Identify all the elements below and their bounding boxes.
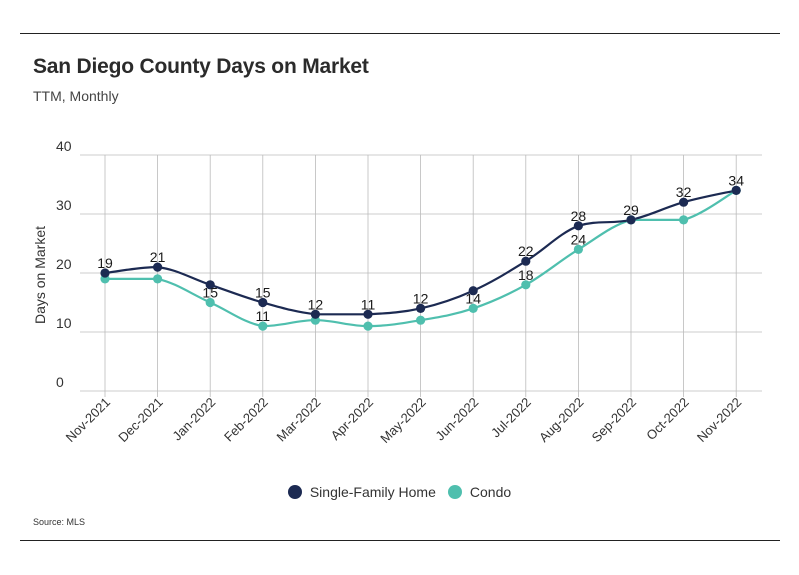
data-label-single_family: 28 <box>571 208 587 224</box>
data-label-single_family: 21 <box>150 249 166 265</box>
x-tick-label: Nov-2022 <box>694 395 744 445</box>
legend-item-condo[interactable]: Condo <box>447 484 512 500</box>
x-tick-label: Aug-2022 <box>536 395 586 445</box>
x-tick-label: Sep-2022 <box>589 395 639 445</box>
x-tick-label: Jun-2022 <box>432 395 481 444</box>
data-label-single_family: 22 <box>518 243 534 259</box>
point-single_family <box>731 185 741 195</box>
y-tick-label: 0 <box>56 374 64 390</box>
y-tick-label: 20 <box>56 256 72 272</box>
y-tick-label: 30 <box>56 197 72 213</box>
point-condo <box>521 280 531 290</box>
x-tick-label: Feb-2022 <box>221 395 271 445</box>
data-label-condo: 18 <box>518 267 534 283</box>
point-condo <box>205 297 215 308</box>
point-single_family <box>626 215 636 225</box>
x-tick-label: Apr-2022 <box>328 395 376 443</box>
point-condo <box>468 303 478 313</box>
legend-marker-condo <box>447 485 462 499</box>
data-label-single_family: 12 <box>413 290 429 306</box>
point-condo <box>153 274 163 284</box>
data-label-single_family: 11 <box>361 296 376 312</box>
chart-title: San Diego County Days on Market <box>33 55 369 78</box>
point-condo <box>573 244 584 254</box>
legend-item-single-family[interactable]: Single-Family Home <box>287 484 436 500</box>
data-label-single_family: 34 <box>728 172 744 188</box>
x-tick-label: Oct-2022 <box>643 395 691 443</box>
data-label-single_family: 12 <box>308 296 324 312</box>
y-tick-label: 40 <box>56 138 72 154</box>
point-condo <box>258 321 268 331</box>
y-axis-label: Days on Market <box>32 226 48 324</box>
x-tick-label: Dec-2021 <box>115 395 165 445</box>
data-label-condo: 11 <box>256 308 271 324</box>
point-single_family <box>205 280 215 290</box>
chart-subtitle: TTM, Monthly <box>33 88 119 104</box>
point-single_family <box>573 221 584 231</box>
legend: Single-Family Home Condo <box>0 484 799 500</box>
data-label-condo: 15 <box>202 285 218 301</box>
data-label-condo: 24 <box>571 231 587 247</box>
bottom-rule <box>20 540 780 541</box>
data-label-single_family: 32 <box>676 184 692 200</box>
top-rule <box>20 33 780 34</box>
point-single_family <box>310 309 320 319</box>
data-label-single_family: 29 <box>623 202 639 218</box>
point-condo <box>363 321 373 331</box>
x-tick-label: Nov-2021 <box>63 395 113 445</box>
point-single_family <box>363 309 373 319</box>
point-single_family <box>153 262 163 272</box>
point-single_family <box>416 303 426 313</box>
data-label-condo: 14 <box>465 290 481 306</box>
point-single_family <box>679 197 689 207</box>
legend-marker-single-family <box>287 485 302 499</box>
point-single_family <box>468 286 478 296</box>
x-tick-label: Mar-2022 <box>274 395 324 445</box>
x-tick-label: May-2022 <box>377 395 428 446</box>
point-condo <box>416 315 426 325</box>
point-single_family <box>258 297 268 308</box>
legend-label-single-family: Single-Family Home <box>309 484 436 500</box>
source-note: Source: MLS <box>33 517 86 527</box>
y-tick-label: 10 <box>56 315 72 331</box>
x-tick-label: Jan-2022 <box>169 395 218 444</box>
data-label-single_family: 19 <box>97 255 113 271</box>
point-single_family <box>521 256 531 266</box>
point-condo <box>679 215 689 225</box>
point-single_family <box>100 268 110 278</box>
legend-label-condo: Condo <box>469 484 512 500</box>
x-tick-label: Jul-2022 <box>488 395 534 441</box>
data-label-single_family: 15 <box>255 285 271 301</box>
